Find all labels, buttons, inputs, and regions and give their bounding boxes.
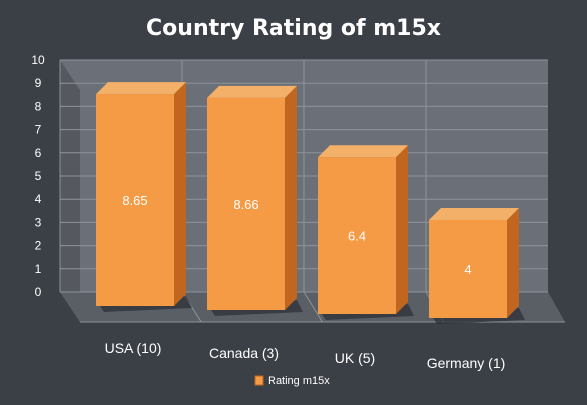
y-tick-label: 8 [35,99,42,113]
data-label: 4 [464,262,471,277]
bar-side [285,85,297,310]
x-tick-label: UK (5) [335,350,375,366]
side-wall [60,60,80,322]
floor-gridline [303,291,323,323]
data-label: 8.65 [122,193,147,208]
y-tick-label: 0 [35,285,42,299]
legend-swatch [254,375,264,386]
y-tick-label: 3 [35,215,42,229]
bar-top [318,145,408,158]
bar-side [174,82,186,306]
bar [96,94,174,306]
y-tick-label: 2 [35,239,42,253]
bar-side [396,145,408,314]
chart-title: Country Rating of m15x [146,16,441,41]
bar-side [507,208,519,318]
y-tick-label: 7 [35,123,42,137]
y-tick-label: 10 [31,53,45,67]
bar [318,157,396,314]
y-tick-label: 4 [35,192,42,206]
legend-label: Rating m15x [268,375,330,387]
bar [207,97,285,310]
y-tick-label: 1 [35,262,42,276]
bar-top [429,208,519,220]
bar-top [207,85,297,98]
bar-top [96,82,186,95]
x-tick-label: USA (10) [105,340,162,356]
data-label: 8.66 [233,197,258,212]
x-tick-label: Canada (3) [209,345,279,361]
data-label: 6.4 [348,229,366,244]
bar [429,220,507,318]
y-tick-label: 9 [35,76,42,90]
y-tick-label: 6 [35,146,42,160]
x-tick-label: Germany (1) [427,355,506,371]
y-tick-label: 5 [35,169,42,183]
